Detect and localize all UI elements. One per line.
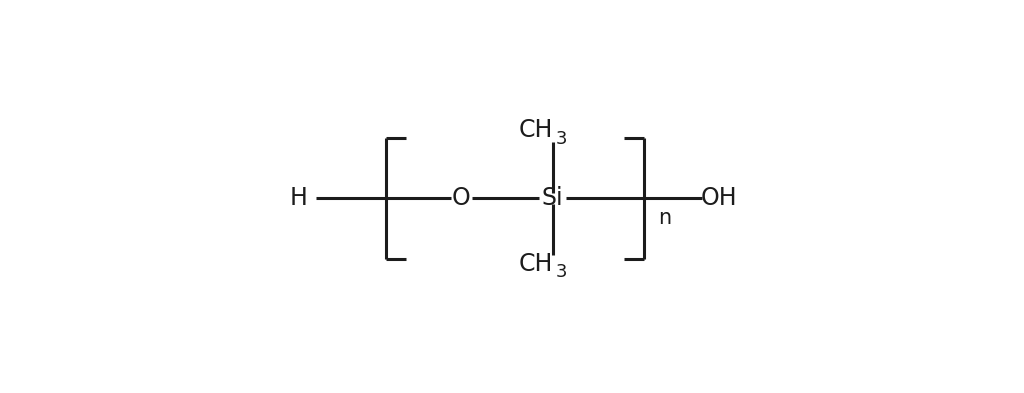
Text: CH: CH [518,252,553,275]
Text: Si: Si [542,186,563,211]
Text: 3: 3 [556,130,567,147]
Text: O: O [452,186,471,211]
Text: OH: OH [700,186,737,211]
Text: 3: 3 [556,263,567,281]
Text: n: n [658,208,672,228]
Text: H: H [290,186,307,211]
Text: CH: CH [518,118,553,142]
